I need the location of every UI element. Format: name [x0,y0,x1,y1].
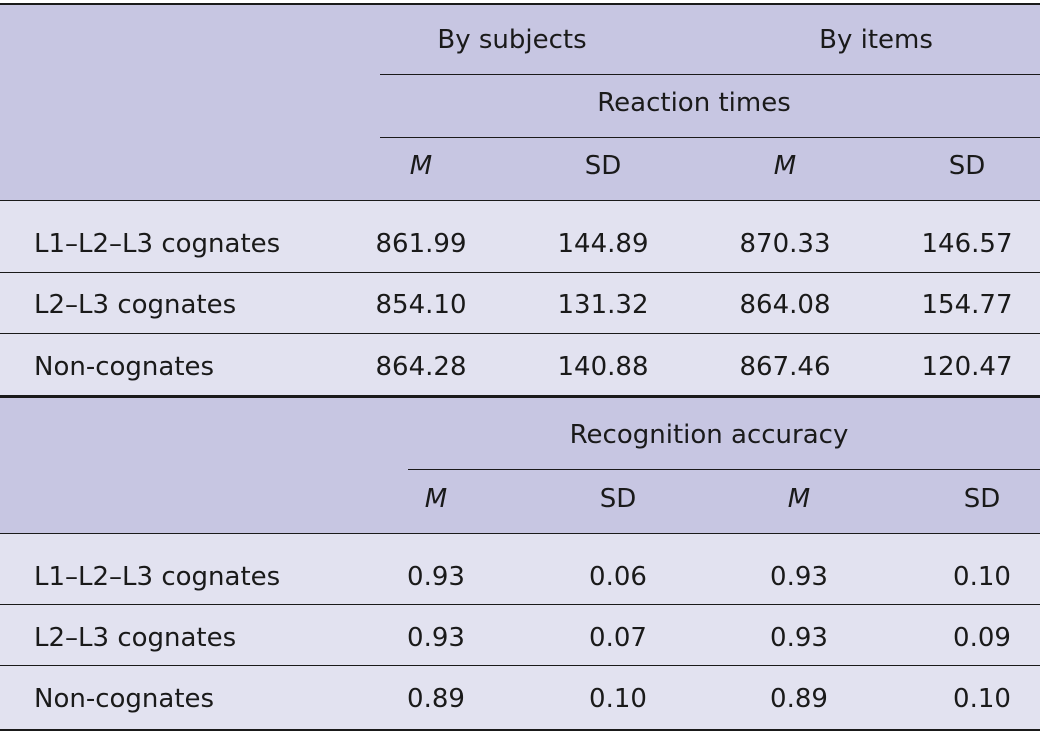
cell: 131.32 [557,290,649,320]
cell: 144.89 [557,229,649,259]
cell: 854.10 [375,290,467,320]
cell: 0.89 [770,684,828,714]
cell: 0.89 [407,684,465,714]
top-rule [0,3,1040,5]
row-rule [0,272,1040,273]
col-header-sd: SD [948,151,986,181]
header-bottom-rule-2 [0,533,1040,534]
body-band-1 [0,200,1040,396]
cell: 0.10 [953,684,1011,714]
header-band-1 [0,4,1040,200]
header-bottom-rule-1 [0,200,1040,201]
section-title-recognition-accuracy: Recognition accuracy [569,420,849,450]
row-rule [0,665,1040,666]
cell: 146.57 [921,229,1013,259]
subheader-rule-1 [380,137,1040,138]
body-band-2 [0,533,1040,731]
col-header-m: M [424,484,448,514]
row-label: Non-cognates [34,352,215,382]
header-band-2 [0,397,1040,533]
cell: 154.77 [921,290,1013,320]
section-rule [0,395,1040,398]
cell: 140.88 [557,352,649,382]
col-header-m: M [409,151,433,181]
cell: 0.93 [407,623,465,653]
col-header-sd: SD [599,484,637,514]
cell: 0.09 [953,623,1011,653]
row-label: L2–L3 cognates [34,290,237,320]
subheader-rule-2 [408,469,1040,470]
section-title-reaction-times: Reaction times [597,88,791,118]
col-header-sd: SD [963,484,1001,514]
cell: 867.46 [739,352,831,382]
cell: 0.93 [407,562,465,592]
cell: 120.47 [921,352,1013,382]
col-header-m: M [787,484,811,514]
row-label: Non-cognates [34,684,215,714]
cell: 0.93 [770,562,828,592]
row-rule [0,604,1040,605]
cell: 0.06 [589,562,647,592]
cell: 0.10 [953,562,1011,592]
col-header-sd: SD [584,151,622,181]
bottom-rule [0,729,1040,731]
cell: 0.07 [589,623,647,653]
row-label: L2–L3 cognates [34,623,237,653]
cell: 864.08 [739,290,831,320]
cell: 870.33 [739,229,831,259]
cell: 861.99 [375,229,467,259]
by-items-header: By items [819,25,933,55]
row-label: L1–L2–L3 cognates [34,229,281,259]
by-subjects-header: By subjects [437,25,587,55]
cell: 0.93 [770,623,828,653]
row-label: L1–L2–L3 cognates [34,562,281,592]
group-rule [380,74,1040,75]
col-header-m: M [773,151,797,181]
cell: 864.28 [375,352,467,382]
row-rule [0,333,1040,334]
cell: 0.10 [589,684,647,714]
